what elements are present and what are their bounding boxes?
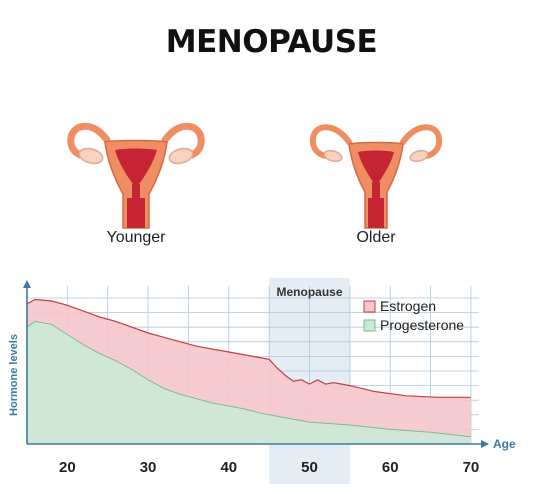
page-title: MENOPAUSE	[165, 24, 378, 60]
uterus-icon	[309, 124, 443, 229]
progesterone-line	[26, 320, 471, 438]
x-axis-arrow-icon	[481, 440, 489, 448]
legend-label-estrogen: Estrogen	[380, 298, 436, 314]
menopause-band-label: Menopause	[276, 285, 342, 299]
younger-label: Younger	[106, 229, 166, 246]
x-tick-label: 30	[140, 459, 157, 476]
legend-swatch-progesterone	[363, 319, 376, 332]
estrogen-line	[26, 298, 471, 398]
x-tick-labels: 20 30 40 50 60 70	[59, 459, 479, 476]
older-uterus-illustration	[309, 124, 443, 229]
x-tick-label: 60	[382, 459, 399, 476]
legend-swatch-estrogen	[363, 300, 376, 313]
hormone-chart: 20 30 40 50 60 70 Age Hormone levels Menopaus…	[8, 278, 516, 484]
younger-uterus-illustration	[67, 122, 205, 229]
legend-label-progesterone: Progesterone	[380, 317, 464, 333]
y-axis-arrow-icon	[23, 280, 31, 288]
uterus-icon	[67, 122, 205, 229]
y-axis-label: Hormone levels	[8, 334, 20, 416]
x-tick-label: 50	[301, 459, 318, 476]
x-axis-label: Age	[493, 437, 516, 451]
progesterone-area	[27, 321, 471, 444]
x-tick-label: 70	[463, 459, 480, 476]
older-label: Older	[356, 229, 396, 246]
chart-legend: Estrogen Progesterone	[363, 298, 464, 333]
x-tick-label: 40	[220, 459, 237, 476]
x-tick-label: 20	[59, 459, 76, 476]
